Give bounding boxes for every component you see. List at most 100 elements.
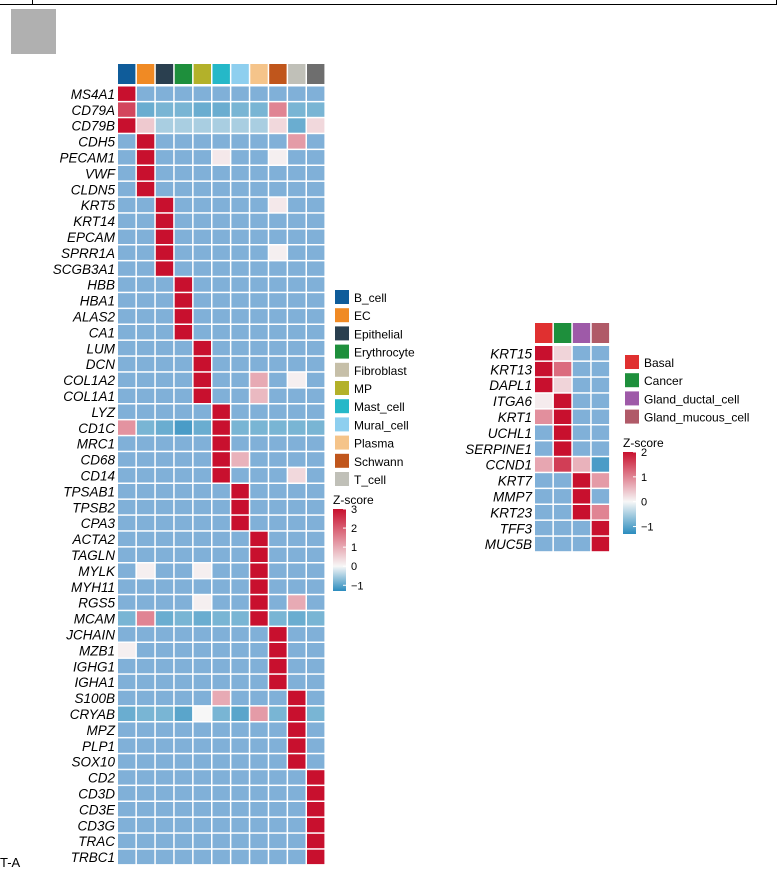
heatmap-cell — [174, 261, 193, 276]
heatmap-cell — [118, 627, 136, 642]
scale-tick-label: 1 — [641, 472, 647, 484]
heatmap-cell — [288, 388, 306, 403]
heatmap-cell — [231, 531, 249, 547]
heatmap-cell — [174, 309, 193, 324]
heatmap-cell — [174, 484, 193, 499]
heatmap-cell — [118, 579, 136, 594]
heatmap-cell — [269, 515, 287, 531]
heatmap-cell — [212, 388, 230, 403]
row-label-cryab: CRYAB — [70, 707, 115, 722]
heatmap-cell — [136, 579, 155, 594]
row-label-uchl1: UCHL1 — [488, 426, 532, 441]
annotation-basal — [535, 323, 553, 343]
row-label-serpine1: SERPINE1 — [465, 442, 532, 457]
row-label-ms4a1: MS4A1 — [71, 87, 115, 102]
heatmap-cell — [231, 595, 249, 610]
row-label-krt23: KRT23 — [490, 505, 532, 520]
heatmap-cell — [231, 643, 249, 658]
heatmap-cell — [193, 452, 211, 467]
heatmap-cell — [288, 229, 306, 244]
heatmap-cell — [307, 515, 325, 531]
row-label-lyz: LYZ — [91, 405, 115, 420]
heatmap-cell — [288, 102, 306, 117]
heatmap-cell — [155, 181, 174, 197]
heatmap-cell — [155, 643, 174, 658]
heatmap-cell — [250, 293, 268, 308]
heatmap-cell — [193, 166, 211, 181]
heatmap-cell — [269, 166, 287, 181]
heatmap-cell — [250, 150, 268, 165]
heatmap-cell — [212, 150, 230, 165]
heatmap-cell — [212, 118, 230, 133]
heatmap-cell — [174, 817, 193, 833]
heatmap-cell — [193, 420, 211, 435]
heatmap-cell — [591, 441, 610, 456]
heatmap-cell — [193, 833, 211, 849]
heatmap-cell — [212, 515, 230, 531]
heatmap-cell — [307, 547, 325, 562]
heatmap-cell — [118, 150, 136, 165]
heatmap-cell — [155, 770, 174, 785]
heatmap-cell — [269, 802, 287, 817]
heatmap-cell — [591, 425, 610, 440]
heatmap-cell — [212, 690, 230, 706]
heatmap-cell — [269, 309, 287, 324]
row-label-dcn: DCN — [86, 357, 115, 372]
heatmap-cell — [250, 706, 268, 721]
heatmap-cell — [250, 102, 268, 117]
row-label-dapl1: DAPL1 — [489, 378, 532, 393]
heatmap-cell — [118, 531, 136, 547]
heatmap-cell — [212, 309, 230, 324]
legend-label: Fibroblast — [354, 364, 407, 378]
heatmap-cell — [231, 102, 249, 117]
heatmap-cell — [136, 134, 155, 149]
heatmap-cell — [269, 197, 287, 213]
heatmap-cell — [288, 181, 306, 197]
heatmap-cell — [307, 150, 325, 165]
heatmap-cell — [250, 786, 268, 801]
heatmap-cell — [269, 118, 287, 133]
scale-title: Z-score — [333, 493, 374, 507]
heatmap-cell — [212, 340, 230, 356]
heatmap-cell — [288, 309, 306, 324]
heatmap-cell — [155, 372, 174, 388]
heatmap-cell — [212, 484, 230, 499]
heatmap-cell — [535, 409, 553, 424]
heatmap-cell — [118, 547, 136, 562]
heatmap-cell — [174, 690, 193, 706]
row-label-krt13: KRT13 — [490, 362, 532, 377]
row-label-trac: TRAC — [78, 834, 115, 849]
heatmap-cell — [136, 436, 155, 451]
legend-swatch — [335, 308, 349, 323]
heatmap-cell — [250, 277, 268, 292]
heatmap-cell — [136, 595, 155, 610]
heatmap-cell — [288, 722, 306, 737]
heatmap-cell — [118, 738, 136, 753]
heatmap-cell — [155, 611, 174, 626]
heatmap-cell — [288, 261, 306, 276]
heatmap-cell — [212, 166, 230, 181]
legend-swatch — [335, 435, 349, 450]
heatmap-cell — [591, 520, 610, 536]
heatmap-cell — [193, 706, 211, 721]
heatmap-cell — [118, 754, 136, 769]
heatmap-cell — [269, 325, 287, 340]
legend-label: EC — [354, 309, 371, 323]
heatmap-cell — [572, 409, 591, 424]
heatmap-cell — [155, 690, 174, 706]
annotation-epithelial — [155, 64, 174, 84]
heatmap-cell — [269, 531, 287, 547]
heatmap-cell — [212, 245, 230, 260]
scale-tick-label: 0 — [351, 561, 357, 573]
heatmap-cell — [250, 627, 268, 642]
row-label-cd14: CD14 — [80, 469, 115, 484]
heatmap-cell — [193, 356, 211, 372]
heatmap-cell — [118, 658, 136, 674]
heatmap-cell — [212, 213, 230, 229]
heatmap-cell — [155, 134, 174, 149]
annotation-mural-cell — [250, 64, 268, 84]
heatmap-cell — [231, 802, 249, 817]
heatmap-cell — [136, 372, 155, 388]
top-border-tick — [32, 0, 33, 4]
heatmap-cell — [155, 547, 174, 562]
